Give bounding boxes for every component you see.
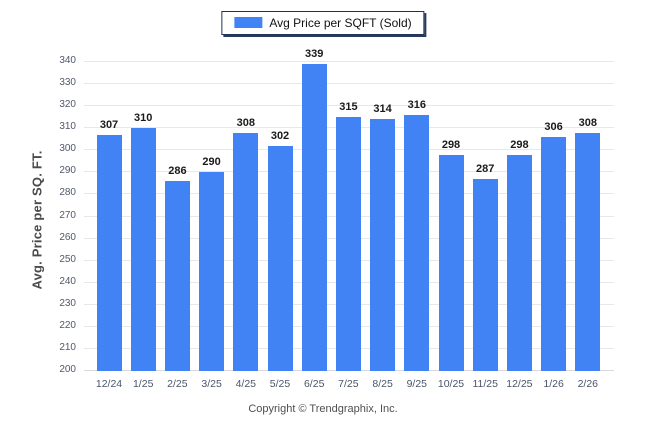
x-tick-label: 9/25 <box>406 378 428 390</box>
bar-value-label: 302 <box>270 129 290 142</box>
y-tick-label: 250 <box>59 253 76 265</box>
bar-7/25[interactable] <box>335 117 361 371</box>
plot-area: 200 210 220 230 240 250 260 270 280 290 300 310 320 3… <box>59 48 614 390</box>
bar-9/25[interactable] <box>404 114 430 371</box>
bar-value-label: 306 <box>544 121 563 134</box>
x-tick-label: 5/25 <box>269 378 291 390</box>
y-tick-label: 240 <box>59 275 76 287</box>
x-tick-label: 2/25 <box>167 378 188 390</box>
y-tick-label: 280 <box>59 187 76 199</box>
x-tick-label: 3/25 <box>201 378 222 390</box>
gridline <box>84 105 614 107</box>
x-tick-label: 7/25 <box>338 378 359 390</box>
bar-1/26[interactable] <box>541 137 567 371</box>
x-tick-label: 11/25 <box>472 378 498 390</box>
x-tick-label: 1/26 <box>543 378 564 390</box>
bar-2/25[interactable] <box>164 181 190 371</box>
y-tick-label: 290 <box>59 165 76 177</box>
bar-2/26[interactable] <box>575 132 601 371</box>
y-tick-label: 270 <box>59 209 76 221</box>
legend-swatch <box>234 17 263 28</box>
y-tick-label: 320 <box>59 99 76 111</box>
bar-value-label: 308 <box>236 116 255 129</box>
bar-6/25[interactable] <box>301 64 327 371</box>
bar-value-label: 314 <box>373 103 392 116</box>
bar-value-label: 286 <box>168 165 187 178</box>
bar-11/25[interactable] <box>472 178 498 371</box>
y-tick-label: 220 <box>59 319 76 331</box>
x-tick-label: 2/26 <box>577 378 599 390</box>
bar-value-label: 315 <box>339 101 358 114</box>
y-tick-label: 300 <box>59 143 76 155</box>
x-tick-label: 8/25 <box>372 378 393 390</box>
y-tick-label: 340 <box>59 55 76 66</box>
x-tick-label: 12/25 <box>506 378 533 390</box>
bar-value-label: 308 <box>578 116 597 129</box>
x-tick-label: 10/25 <box>437 378 465 390</box>
y-tick-label: 330 <box>59 77 76 89</box>
copyright: Copyright © Trendgraphix, Inc. <box>248 403 398 415</box>
y-tick-label: 230 <box>59 297 76 309</box>
y-tick-label: 200 <box>59 364 76 375</box>
y-axis-title: Avg. Price per SQ. FT. <box>29 150 45 290</box>
bar-10/25[interactable] <box>438 154 464 371</box>
bar-5/25[interactable] <box>267 145 293 371</box>
bar-12/24[interactable] <box>96 134 122 371</box>
bar-1/25[interactable] <box>130 128 156 371</box>
y-tick-label: 210 <box>59 341 76 353</box>
bar-value-label: 310 <box>134 112 153 125</box>
gridline <box>84 61 614 62</box>
bar-3/25[interactable] <box>199 172 225 371</box>
x-tick-label: 6/25 <box>303 378 325 390</box>
legend: Avg Price per SQFT (Sold) <box>221 11 425 35</box>
bar-value-label: 298 <box>441 138 461 151</box>
x-tick-label: 12/24 <box>95 378 123 390</box>
bar-value-label: 339 <box>305 48 324 61</box>
bar-value-label: 287 <box>476 162 495 175</box>
bar-value-label: 290 <box>202 156 221 169</box>
x-tick-label: 4/25 <box>235 378 257 390</box>
bar-4/25[interactable] <box>233 132 259 371</box>
legend-label: Avg Price per SQFT (Sold) <box>269 15 412 30</box>
bar-12/25[interactable] <box>506 154 532 371</box>
bar-value-label: 298 <box>510 138 529 151</box>
y-tick-label: 260 <box>59 231 76 243</box>
bar-value-label: 316 <box>407 98 426 111</box>
gridline <box>84 83 614 85</box>
bar-value-label: 307 <box>99 118 119 131</box>
bar-8/25[interactable] <box>370 119 396 371</box>
x-tick-label: 1/25 <box>132 378 154 390</box>
y-tick-label: 310 <box>59 121 76 133</box>
